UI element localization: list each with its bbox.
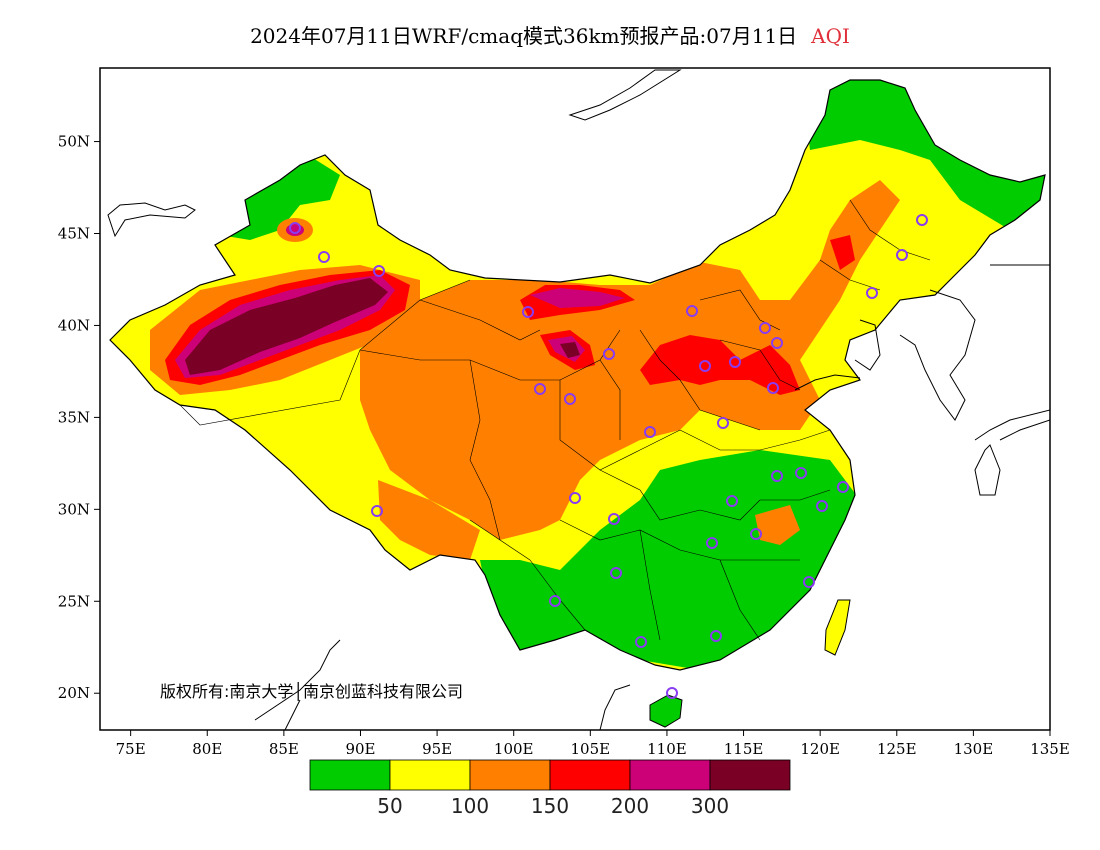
taiwan-island [824, 599, 851, 656]
china-border [109, 79, 1046, 671]
x-tick-label: 80E [192, 740, 222, 758]
y-tick-label: 35N [58, 408, 90, 426]
y-tick-label: 20N [58, 684, 90, 702]
aqi-hotspot-junggar-core [286, 224, 304, 236]
aqi-band-maroon-loess [560, 342, 580, 358]
color-legend: 50 100 150 200 300 [309, 759, 791, 818]
aqi-band-red-northeast [830, 235, 855, 270]
x-tick-label: 75E [116, 740, 146, 758]
copyright-text: 版权所有:南京大学│南京创蓝科技有限公司 [160, 681, 463, 701]
station-markers [289, 214, 928, 699]
x-tick-label: 85E [269, 740, 299, 758]
x-tick-label: 120E [800, 740, 840, 758]
legend-label: 200 [611, 794, 649, 818]
aqi-band-magenta-inner-mongolia [530, 288, 625, 308]
legend-swatch [469, 759, 551, 791]
x-axis: 75E 80E 85E 90E 95E 100E 105E 110E 115E 120E 125E 1… [116, 730, 1070, 758]
y-tick-label: 40N [58, 316, 90, 334]
x-tick-label: 90E [345, 740, 375, 758]
hainan-island [649, 694, 683, 728]
legend-label: 50 [377, 794, 402, 818]
legend-swatch [629, 759, 711, 791]
x-tick-label: 125E [877, 740, 917, 758]
x-tick-label: 105E [571, 740, 611, 758]
legend-swatch [549, 759, 631, 791]
map-area: 版权所有:南京大学│南京创蓝科技有限公司 [107, 69, 1050, 730]
legend-swatch [709, 759, 791, 791]
x-tick-label: 100E [494, 740, 534, 758]
aqi-band-orange-sw [378, 480, 480, 560]
legend-label: 100 [451, 794, 489, 818]
map-frame [99, 67, 1051, 731]
y-tick-label: 45N [58, 225, 90, 243]
x-tick-label: 130E [954, 740, 994, 758]
x-tick-label: 115E [724, 740, 764, 758]
aqi-band-maroon-taklimakan [185, 278, 388, 375]
x-tick-label: 110E [647, 740, 687, 758]
aqi-band-orange-east [755, 505, 800, 545]
title-variable: AQI [811, 24, 850, 48]
y-axis: 50N 45N 40N 35N 30N 25N 20N [58, 133, 100, 702]
x-tick-label: 95E [422, 740, 452, 758]
legend-label: 300 [691, 794, 729, 818]
y-tick-label: 30N [58, 500, 90, 518]
title-main: 2024年07月11日WRF/cmaq模式36km预报产品:07月11日 [250, 24, 798, 48]
x-tick-label: 135E [1030, 740, 1070, 758]
aqi-band-green-south [480, 450, 860, 670]
legend-swatch [309, 759, 391, 791]
aqi-band-orange-central [360, 180, 900, 540]
y-tick-label: 50N [58, 133, 90, 151]
legend-label: 150 [531, 794, 569, 818]
province-borders [179, 199, 931, 641]
legend-swatch [389, 759, 471, 791]
map-title: 2024年07月11日WRF/cmaq模式36km预报产品:07月11日 AQI [0, 20, 1100, 49]
y-tick-label: 25N [58, 592, 90, 610]
neighbor-outlines [107, 69, 1050, 730]
